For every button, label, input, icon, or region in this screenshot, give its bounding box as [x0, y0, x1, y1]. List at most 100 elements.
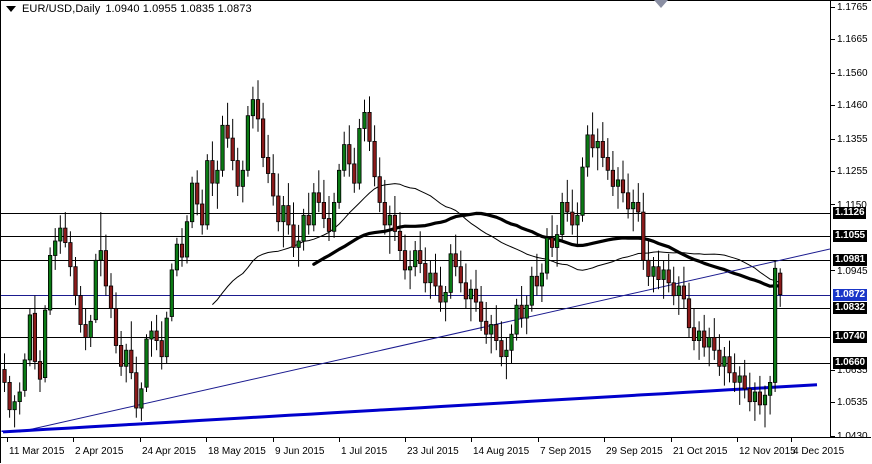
candle-body — [489, 324, 494, 335]
price-tick: 1.1460 — [831, 100, 868, 111]
candle-body — [260, 118, 266, 158]
candle-body — [63, 227, 68, 244]
candle — [387, 205, 392, 254]
candle — [78, 286, 83, 333]
candle-body — [600, 140, 605, 158]
candle-body — [402, 250, 408, 271]
candle-body — [499, 340, 504, 358]
candle-body — [752, 391, 758, 403]
candle-body — [134, 372, 139, 409]
candle — [489, 314, 494, 354]
candle-body — [230, 137, 235, 162]
date-axis[interactable]: 11 Mar 2015 2 Apr 2015 24 Apr 2015 18 May 2… — [1, 437, 871, 463]
candle — [757, 375, 763, 415]
candle — [392, 196, 398, 241]
candle-body — [433, 272, 438, 287]
date-tick-label: 24 Apr 2015 — [142, 446, 196, 457]
candle-body — [697, 330, 702, 342]
candle — [585, 125, 590, 177]
date-tick-label: 21 Oct 2015 — [673, 446, 728, 457]
candle-body — [504, 349, 509, 358]
candle — [372, 125, 377, 187]
candle-body — [570, 211, 575, 226]
price-level-badge[interactable]: 1.0740 — [833, 331, 867, 344]
candle — [12, 395, 17, 428]
candle-body — [580, 166, 585, 216]
candle-body — [17, 391, 22, 403]
scroll-marker-icon[interactable] — [654, 0, 668, 8]
candle-body — [245, 115, 250, 171]
candle-body — [585, 134, 590, 168]
candle — [610, 151, 616, 196]
candle-body — [656, 266, 661, 281]
price-tick: 1.1665 — [831, 34, 868, 45]
candle-body — [626, 192, 631, 210]
price-level-badge[interactable]: 1.0660 — [833, 357, 867, 370]
candle-body — [560, 201, 565, 235]
candle-body — [524, 304, 529, 319]
candle — [321, 179, 327, 229]
candle-body — [453, 253, 458, 268]
candle-body — [717, 349, 722, 367]
candle-body — [707, 336, 712, 348]
price-tick: 1.0945 — [831, 266, 868, 277]
candle — [565, 179, 570, 222]
candle — [367, 96, 372, 151]
candle — [169, 263, 174, 322]
price-plot-svg — [1, 80, 830, 434]
candle — [742, 359, 747, 399]
price-plot-area[interactable] — [1, 1, 830, 437]
candle-body — [555, 234, 560, 248]
candle — [281, 196, 286, 248]
candle-body — [2, 369, 7, 383]
candle-body — [494, 324, 499, 342]
candle-body — [737, 375, 742, 383]
candle — [595, 128, 600, 171]
price-level-badge[interactable]: 1.0832 — [833, 301, 867, 314]
price-tick: 1.1560 — [831, 68, 868, 79]
chevron-down-icon[interactable] — [6, 6, 16, 12]
candle — [205, 154, 210, 230]
candle-body — [438, 285, 443, 303]
candle — [509, 324, 514, 364]
candle — [458, 250, 463, 293]
candle-body — [443, 291, 448, 303]
candle-body — [651, 266, 656, 277]
price-level-badge[interactable]: 1.0872 — [833, 288, 867, 301]
date-tick-mark — [339, 438, 340, 442]
candle — [747, 372, 752, 412]
date-tick-label: 18 May 2015 — [208, 446, 266, 457]
candle — [184, 215, 190, 264]
candle — [119, 331, 124, 376]
candle — [37, 350, 43, 392]
candle-body — [37, 361, 43, 380]
candle-body — [119, 344, 124, 367]
candle-body — [48, 254, 53, 311]
candle-body — [286, 205, 291, 226]
candle-body — [666, 269, 671, 284]
candle-body — [407, 266, 413, 271]
candle — [762, 385, 768, 428]
date-tick-mark — [140, 438, 141, 442]
date-tick-mark — [604, 438, 605, 442]
price-level-badge[interactable]: 1.1126 — [833, 207, 867, 220]
candle — [539, 263, 545, 302]
candle-body — [610, 169, 616, 187]
candle — [468, 279, 474, 322]
candle — [575, 202, 580, 245]
candle — [129, 321, 134, 380]
candle-body — [620, 179, 626, 194]
candle — [717, 334, 722, 376]
candle-body — [235, 160, 240, 187]
candle — [524, 295, 529, 335]
candle-body — [83, 324, 88, 338]
date-tick-mark — [791, 438, 792, 442]
price-axis[interactable]: 1.1765 1.1665 1.1560 1.1460 1.1355 1.1255 1.11… — [830, 1, 871, 442]
candle — [311, 183, 316, 232]
price-level-badge[interactable]: 1.0981 — [833, 253, 867, 266]
candle-body — [686, 298, 692, 329]
price-level-badge[interactable]: 1.1055 — [833, 230, 867, 243]
candle — [336, 163, 342, 209]
candle-body — [575, 214, 580, 226]
candle — [529, 266, 534, 312]
